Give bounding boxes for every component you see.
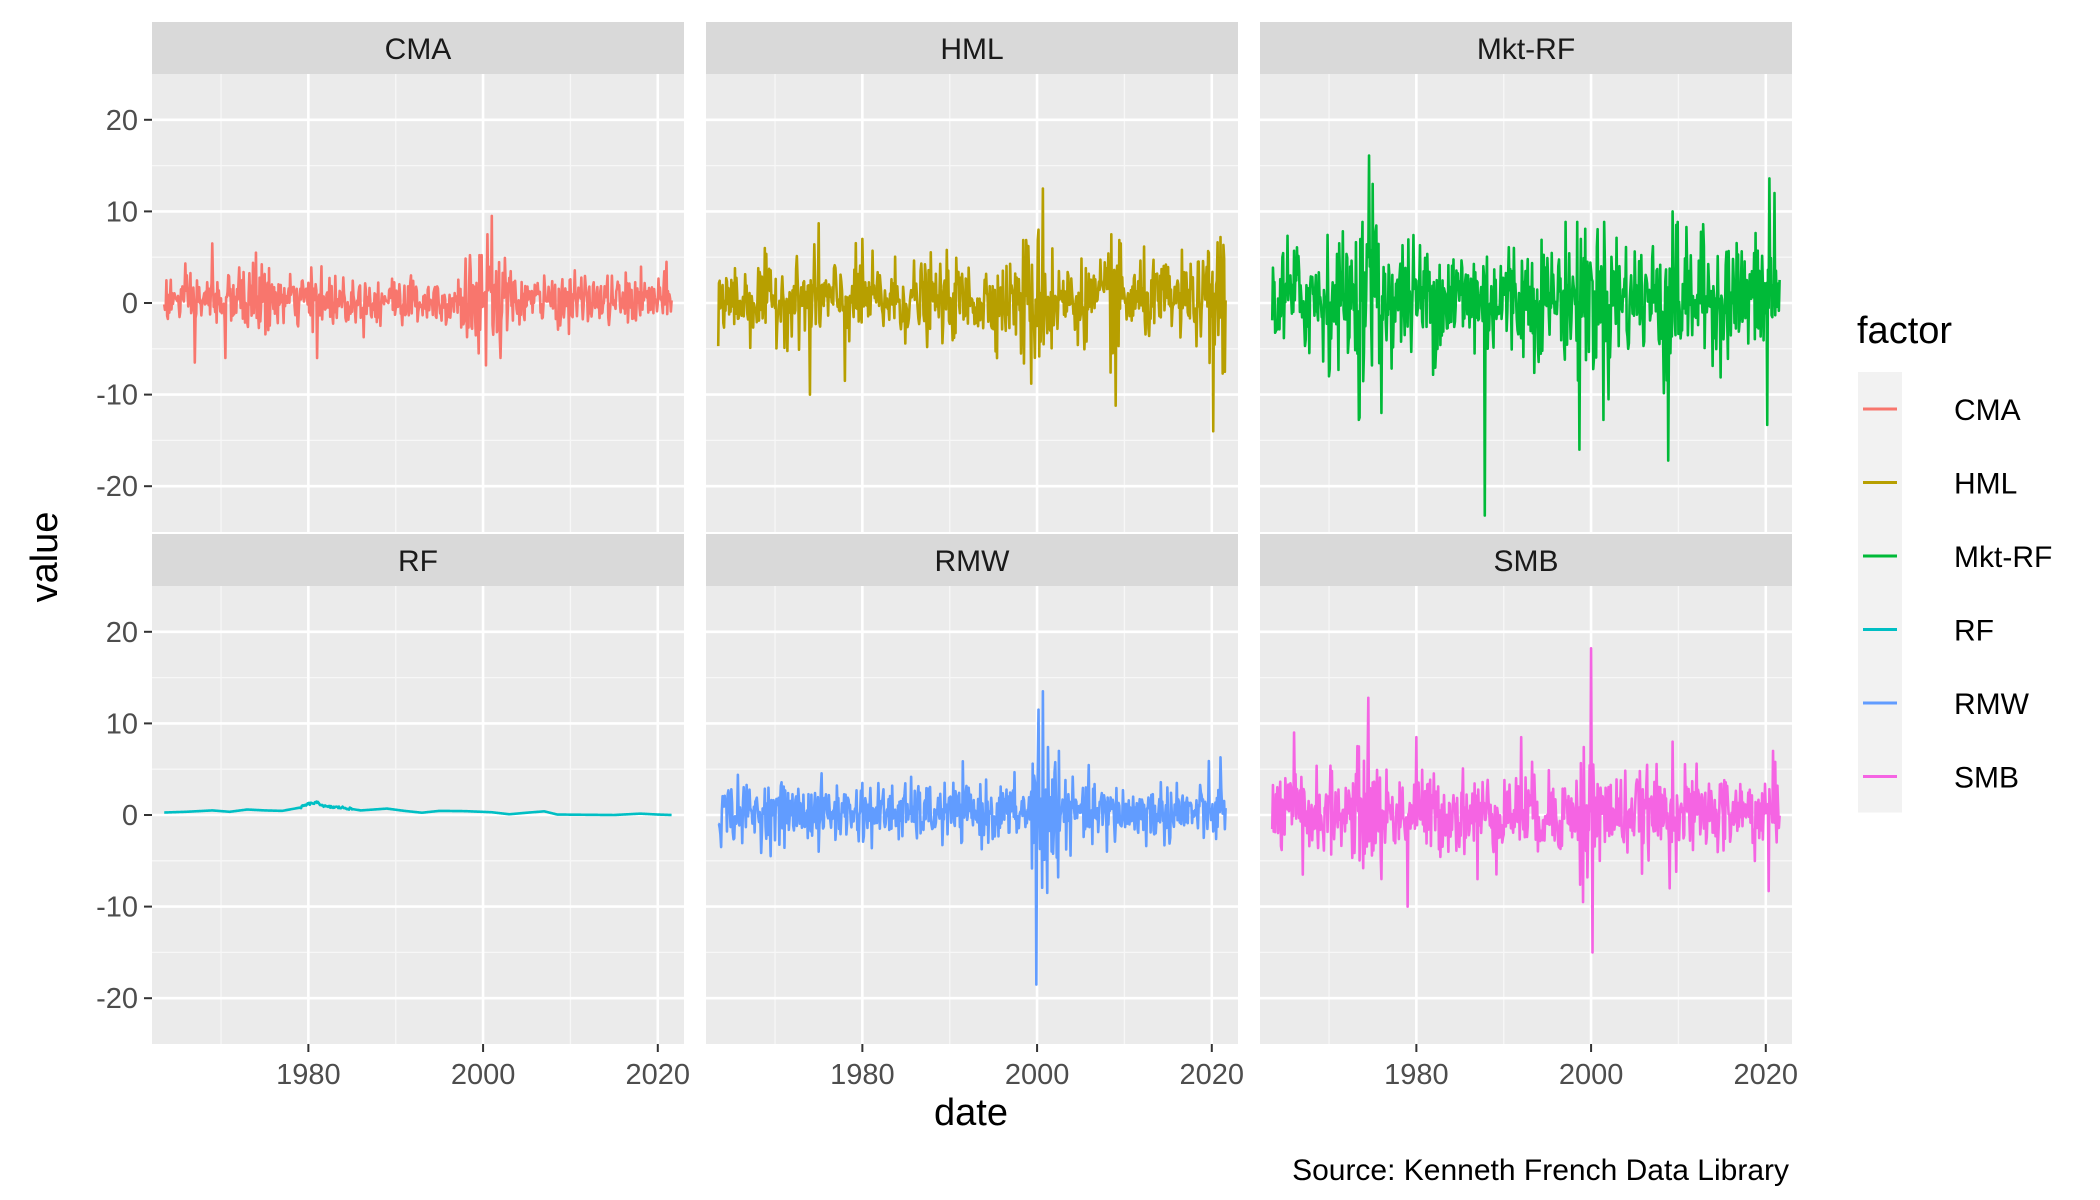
chart-caption: Source: Kenneth French Data Library [1292,1154,1789,1187]
x-tick-label: 2000 [1005,1059,1070,1091]
x-tick-label: 2020 [626,1059,691,1091]
series-line-hml [716,187,1227,433]
panel-hml: HML [706,22,1238,532]
x-tick-label: 2000 [451,1059,516,1091]
series-line-cma [162,214,673,367]
y-tick-label: -10 [96,892,138,924]
x-tick-label: 1980 [830,1059,895,1091]
y-tick-label: 10 [106,196,138,228]
facet-strip [706,22,1238,74]
legend-label: Mkt-RF [1954,541,2052,574]
legend: factor CMA HML Mkt-RF RF RMW SMB [1857,310,2052,813]
facet-strip-label: RMW [935,545,1011,578]
facet-strip [1260,534,1792,586]
y-tick-label: 20 [106,617,138,649]
panel-mktrf: Mkt-RF [1260,22,1792,532]
panel-cma: CMA -20 -10 0 10 20 [96,22,684,532]
facet-strip-label: CMA [385,33,452,66]
legend-label: RF [1954,615,1994,648]
x-tick-label: 2020 [1180,1059,1245,1091]
y-tick-label: -20 [96,983,138,1015]
series-line-rf [163,800,673,817]
x-tick-label: 1980 [276,1059,341,1091]
legend-title: factor [1857,310,1952,352]
facet-strip [1260,22,1792,74]
series-line-mktrf [1270,154,1781,517]
facet-strip [152,534,684,586]
y-tick-label: -10 [96,380,138,412]
facet-strip-label: SMB [1493,545,1558,578]
legend-label: SMB [1954,762,2019,795]
legend-label: CMA [1954,394,2021,427]
x-tick-label: 2020 [1734,1059,1799,1091]
y-tick-label: 0 [122,800,138,832]
panel-rf: RF -20 -10 0 10 20 1980 2000 2020 [96,534,690,1091]
panel-rmw: RMW 1980 2000 2020 [706,534,1244,1091]
legend-label: HML [1954,468,2017,501]
facet-strip-label: RF [398,545,438,578]
x-axis-title: date [934,1092,1008,1134]
y-tick-label: -20 [96,471,138,503]
y-axis-title: value [24,512,66,603]
facet-strip-label: HML [940,33,1003,66]
legend-label: RMW [1954,688,2030,721]
y-tick-label: 0 [122,288,138,320]
facet-strip [152,22,684,74]
y-tick-label: 10 [106,708,138,740]
series-line-smb [1270,646,1781,954]
x-tick-label: 2000 [1559,1059,1624,1091]
y-tick-label: 20 [106,105,138,137]
facet-strip-label: Mkt-RF [1477,33,1575,66]
series-line-rmw [717,690,1227,986]
facet-strip [706,534,1238,586]
x-tick-label: 1980 [1384,1059,1449,1091]
panel-smb: SMB 1980 2000 2020 [1260,534,1798,1091]
